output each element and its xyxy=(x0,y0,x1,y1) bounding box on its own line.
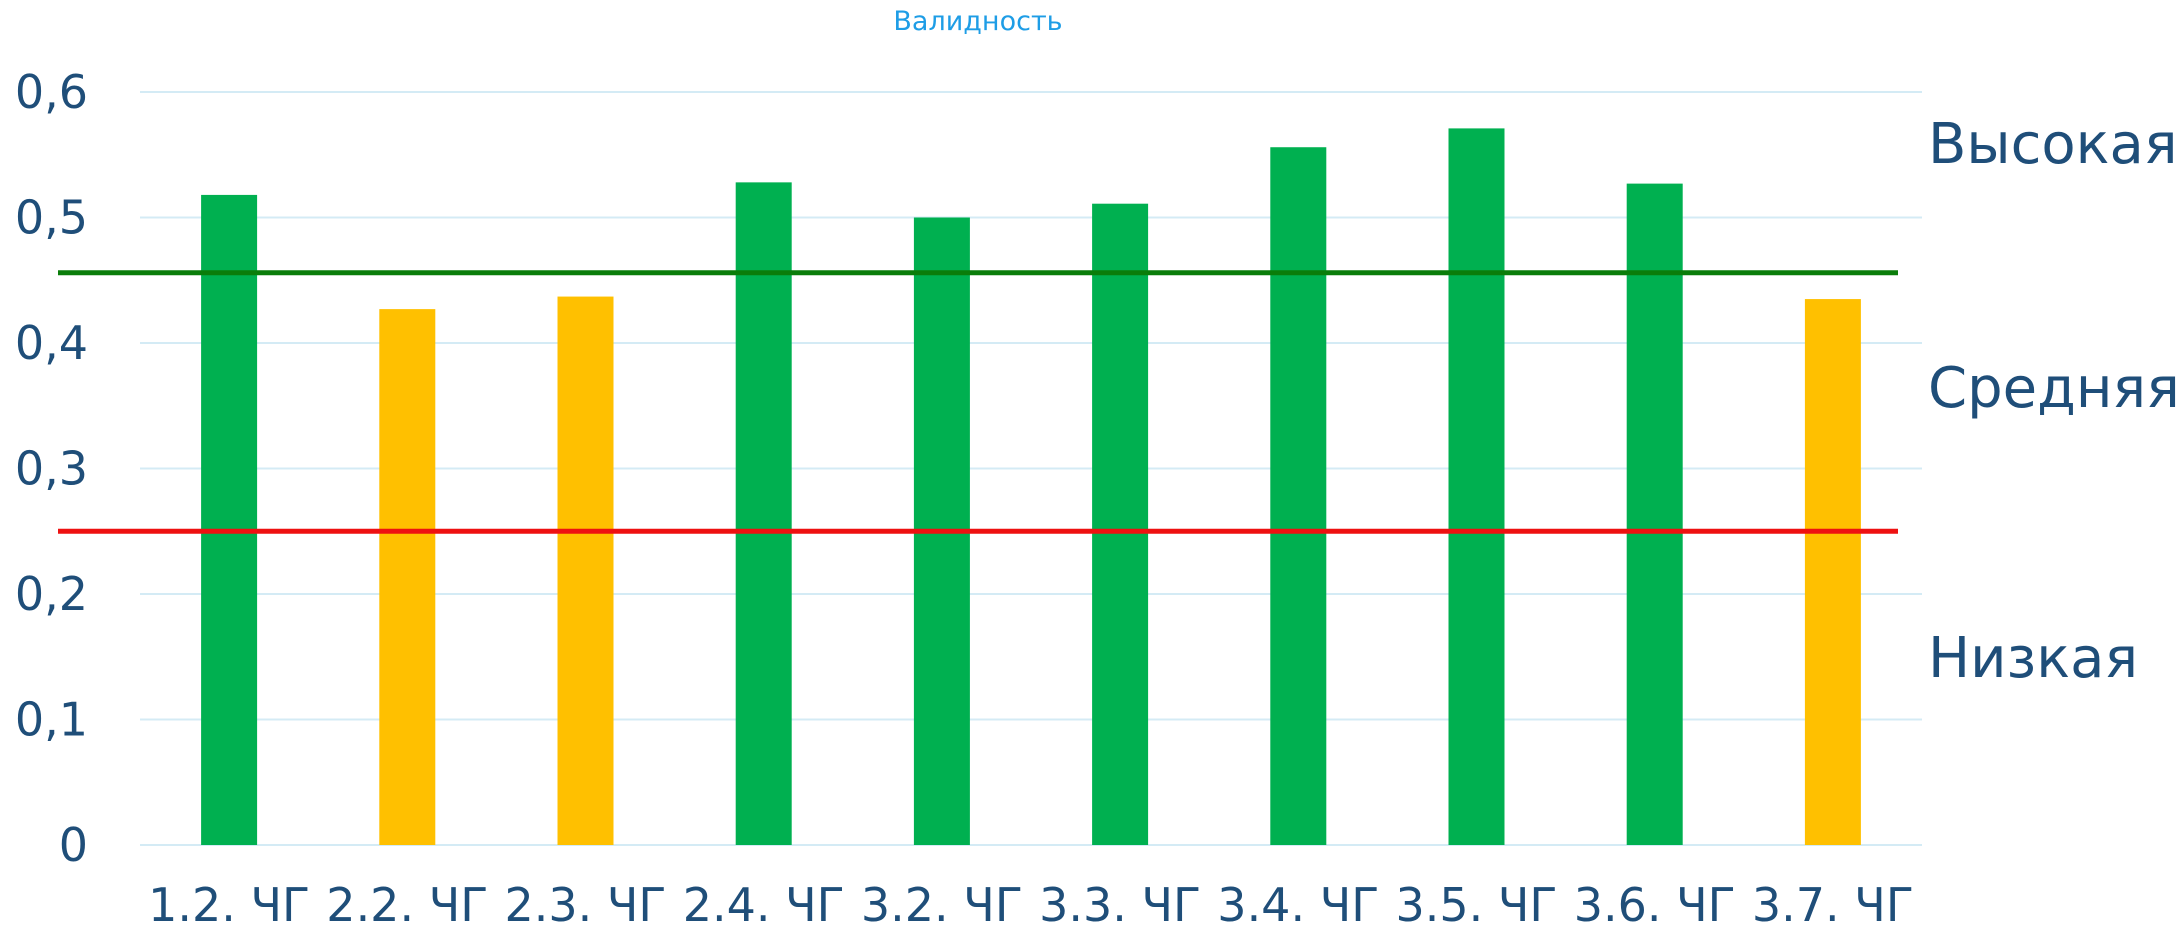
x-category-label: 2.3. ЧГ xyxy=(505,878,667,932)
y-tick-label: 0,4 xyxy=(15,316,88,370)
bar xyxy=(735,182,792,846)
bar xyxy=(1092,203,1149,845)
y-tick-label: 0,5 xyxy=(15,191,88,245)
bar xyxy=(201,194,258,845)
y-tick-label: 0 xyxy=(59,818,88,872)
chart-title: Валидность xyxy=(893,6,1062,37)
x-category-label: 3.5. ЧГ xyxy=(1396,878,1558,932)
x-category-label: 3.7. ЧГ xyxy=(1752,878,1914,932)
y-tick-label: 0,2 xyxy=(15,567,88,621)
threshold-lines xyxy=(58,270,1898,534)
level-labels: Высокая Средняя Низкая xyxy=(1928,112,2180,691)
level-label: Средняя xyxy=(1928,356,2180,421)
level-label: Низкая xyxy=(1928,626,2138,691)
x-category-label: 3.2. ЧГ xyxy=(861,878,1023,932)
x-category-label: 3.4. ЧГ xyxy=(1217,878,1379,932)
bar xyxy=(557,296,614,845)
x-axis-category-labels: 1.2. ЧГ 2.2. ЧГ 2.3. ЧГ 2.4. ЧГ 3.2. ЧГ 3.3. … xyxy=(148,878,1914,932)
bar xyxy=(1626,183,1683,846)
x-category-label: 3.3. ЧГ xyxy=(1039,878,1201,932)
grid-lines xyxy=(140,91,1922,846)
x-category-label: 2.4. ЧГ xyxy=(683,878,845,932)
y-tick-label: 0,1 xyxy=(15,693,88,747)
bar xyxy=(1270,147,1327,846)
bar xyxy=(379,309,436,845)
x-category-label: 2.2. ЧГ xyxy=(326,878,488,932)
level-label: Высокая xyxy=(1928,112,2178,177)
x-category-label: 1.2. ЧГ xyxy=(148,878,310,932)
x-category-label: 3.6. ЧГ xyxy=(1574,878,1736,932)
y-tick-label: 0,6 xyxy=(15,65,88,119)
bars xyxy=(201,128,1861,846)
bar xyxy=(1448,128,1505,845)
y-axis-tick-labels: 0 0,1 0,2 0,3 0,4 0,5 0,6 xyxy=(15,65,88,872)
bar xyxy=(1804,299,1861,845)
y-tick-label: 0,3 xyxy=(15,442,88,496)
